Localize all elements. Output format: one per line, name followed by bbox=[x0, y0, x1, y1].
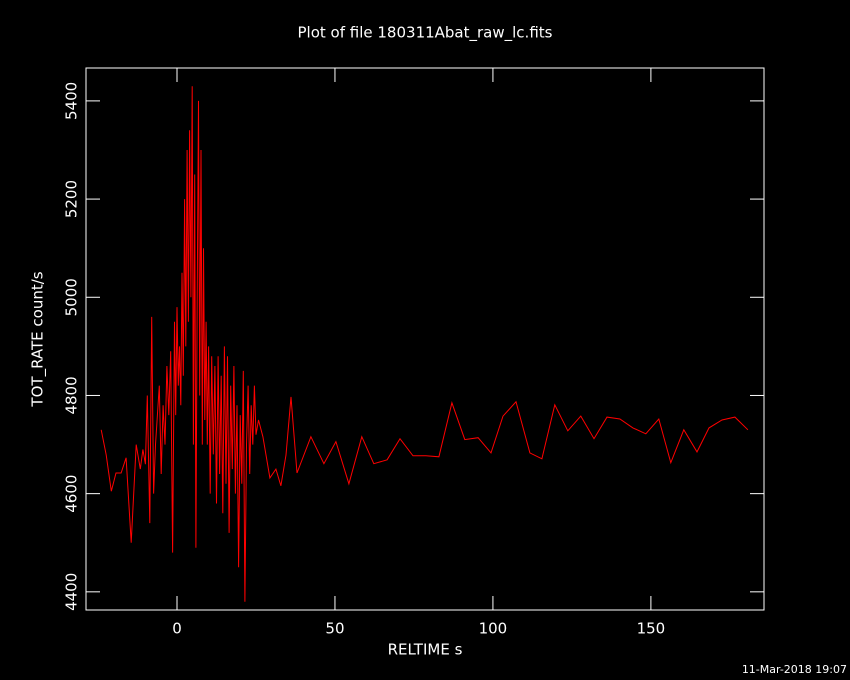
timestamp: 11-Mar-2018 19:07 bbox=[742, 663, 847, 676]
y-tick-label: 4400 bbox=[63, 573, 81, 611]
x-tick-label: 50 bbox=[325, 620, 344, 638]
y-tick-label: 4800 bbox=[63, 376, 81, 414]
x-tick-label: 150 bbox=[637, 620, 666, 638]
chart-title: Plot of file 180311Abat_raw_lc.fits bbox=[298, 24, 553, 43]
y-tick-label: 5400 bbox=[63, 82, 81, 120]
x-axis-label: RELTIME s bbox=[388, 641, 463, 659]
y-tick-label: 4600 bbox=[63, 475, 81, 513]
data-line bbox=[100, 86, 749, 602]
plot-frame bbox=[85, 67, 765, 611]
x-tick-label: 0 bbox=[172, 620, 182, 638]
x-tick-label: 100 bbox=[479, 620, 508, 638]
y-tick-label: 5200 bbox=[63, 180, 81, 218]
y-axis-label: TOT_RATE count/s bbox=[29, 271, 48, 407]
y-tick-label: 5000 bbox=[63, 278, 81, 316]
